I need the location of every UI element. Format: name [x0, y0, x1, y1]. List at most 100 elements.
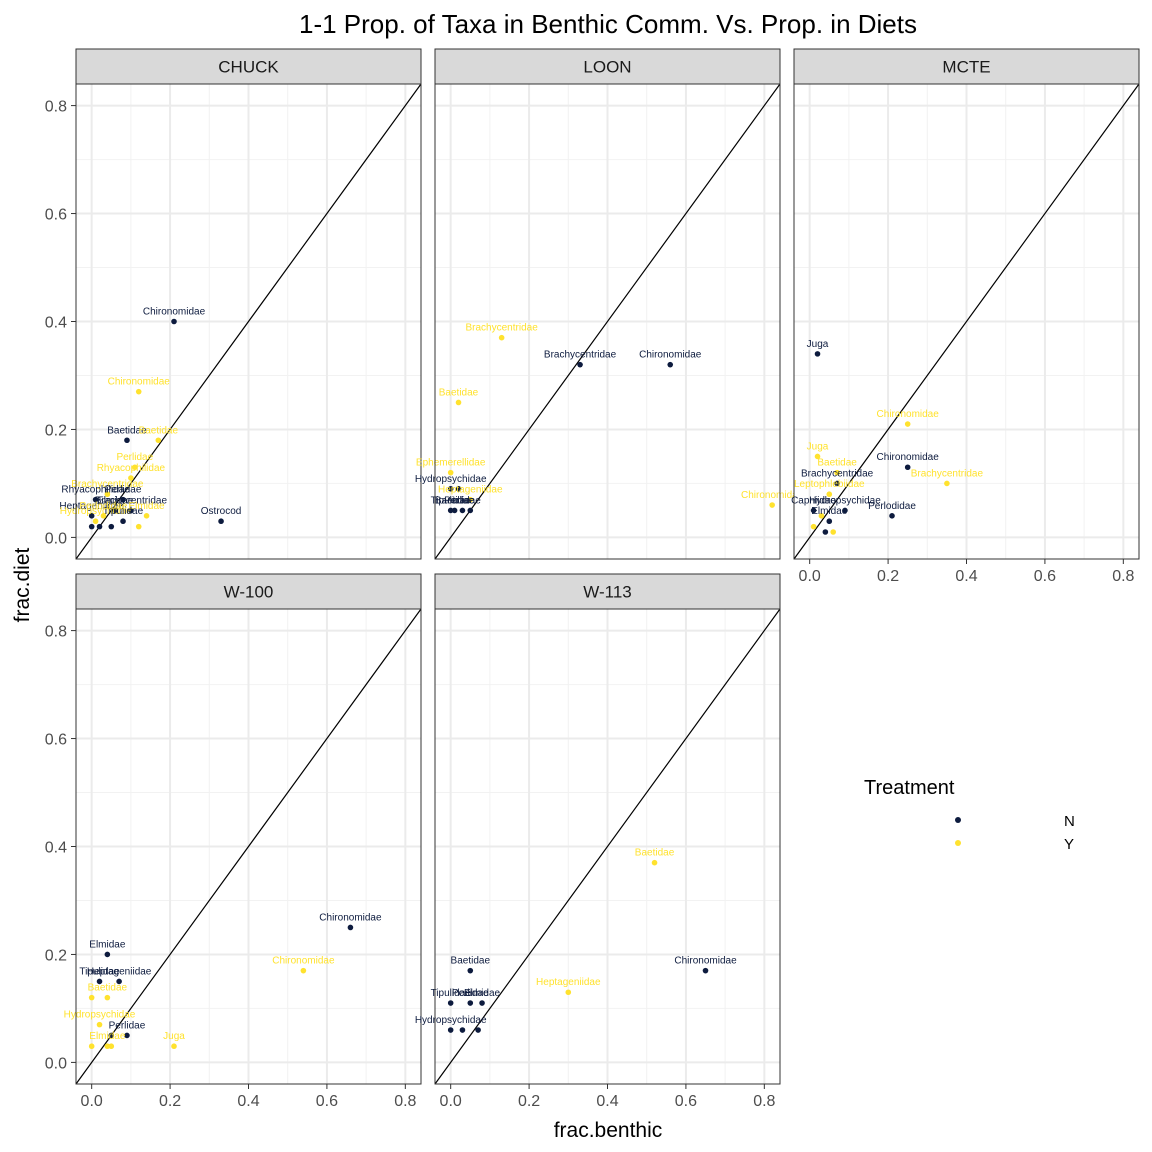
data-point — [459, 507, 466, 514]
data-point — [459, 1027, 466, 1033]
data-point — [810, 523, 817, 530]
data-point — [96, 978, 103, 985]
data-point — [143, 513, 150, 519]
data-point — [124, 437, 130, 444]
point-label: Elmidae — [97, 495, 134, 506]
panel-border — [434, 83, 781, 560]
panel-strip — [75, 48, 422, 85]
data-point — [108, 1043, 115, 1050]
data-point — [565, 989, 572, 996]
point-label: Elmidae — [128, 501, 165, 512]
data-point — [455, 399, 462, 406]
data-point — [467, 496, 474, 503]
data-point — [124, 1032, 130, 1039]
point-label: Baetidae — [451, 956, 491, 967]
point-label: Baetidae — [139, 425, 179, 436]
data-point — [300, 967, 307, 974]
data-point — [577, 361, 583, 368]
legend-label-n: N — [1064, 813, 1075, 830]
y-tick-label: 0.8 — [45, 624, 67, 641]
point-label: Chironomidae — [877, 452, 940, 463]
data-point — [904, 421, 911, 427]
point-label: Leptophlebiidae — [794, 479, 865, 490]
point-label: Chironomidae — [639, 350, 702, 361]
data-point — [814, 351, 821, 357]
y-tick-label: 0.4 — [45, 315, 67, 332]
data-point — [467, 507, 474, 514]
point-label: Perlidae — [116, 452, 153, 463]
data-point — [132, 464, 138, 471]
data-point — [447, 507, 454, 514]
panel-strip-label: W-113 — [583, 583, 632, 602]
y-tick-label: 0.2 — [45, 947, 67, 964]
x-tick-label: 0.4 — [596, 1093, 618, 1110]
point-label: Chironomidae — [319, 912, 382, 923]
data-point — [475, 1027, 481, 1033]
point-label: Baetidae — [635, 848, 675, 859]
point-label: Brachycentridae — [801, 468, 874, 479]
point-label: Baetidae — [435, 495, 475, 506]
legend: Treatment N Y — [864, 777, 1075, 853]
point-label: Hydropsychidae — [809, 495, 881, 506]
data-point — [88, 1043, 95, 1050]
panel-mcte: MCTEJugaChironomidaeChironomidaeBrachyce… — [791, 48, 1140, 585]
data-point — [96, 1021, 103, 1028]
data-point — [834, 480, 840, 487]
x-tick-label: 0.4 — [237, 1093, 259, 1110]
data-point — [218, 518, 224, 525]
y-axis-title: frac.diet — [11, 547, 34, 622]
point-label: Chironomidae — [143, 307, 206, 318]
data-point — [120, 518, 126, 525]
legend-label-y: Y — [1064, 836, 1074, 853]
data-point — [651, 859, 658, 866]
panel-w-113: W-113 Baetidae Chironomidae Baetidae Heptage… — [415, 573, 781, 1110]
data-point — [104, 491, 111, 498]
x-tick-label: 0.8 — [394, 1093, 416, 1110]
chart-title: 1-1 Prop. of Taxa in Benthic Comm. Vs. P… — [299, 9, 917, 39]
data-point — [944, 480, 950, 487]
data-point — [447, 1000, 454, 1006]
x-tick-label: 0.8 — [1112, 568, 1134, 585]
data-point — [826, 491, 833, 498]
data-point — [104, 994, 111, 1001]
data-point — [455, 486, 462, 492]
data-point — [104, 951, 111, 958]
data-point — [889, 513, 895, 519]
one-to-one-line — [75, 83, 422, 560]
point-label: Juga — [807, 339, 829, 350]
x-tick-label: 0.0 — [81, 1093, 103, 1110]
legend-key-y — [955, 840, 961, 846]
x-tick-label: 0.2 — [877, 568, 899, 585]
data-point — [88, 523, 95, 530]
point-label: Tipulidae — [431, 988, 472, 999]
data-point — [447, 1027, 454, 1033]
x-tick-label: 0.4 — [955, 568, 977, 585]
data-point — [92, 496, 99, 503]
point-label: Brachycentridae — [466, 323, 539, 334]
panel-strip — [793, 48, 1140, 85]
data-point — [116, 978, 122, 985]
data-point — [108, 1032, 115, 1039]
panel-strip — [434, 573, 781, 610]
panel-strip-label: LOON — [583, 58, 631, 77]
data-point — [347, 924, 354, 931]
point-label: Chironomidae — [877, 409, 940, 420]
x-tick-label: 0.2 — [518, 1093, 540, 1110]
data-point — [830, 529, 837, 535]
data-point — [702, 967, 709, 974]
panel-chuck: CHUCK Chironomidae Ostrocod Baetidae Chirono… — [45, 48, 422, 560]
point-label: Ephemerellidae — [416, 458, 486, 469]
point-label: Perlodidae — [80, 501, 128, 512]
point-label: Baetidae — [439, 387, 479, 398]
point-label: Chironomidae — [108, 377, 171, 388]
point-label: Brachycentridae — [71, 479, 144, 490]
panel-strip-label: W-100 — [224, 583, 274, 602]
data-point — [479, 1000, 485, 1006]
point-label: Tipulidae — [103, 506, 144, 517]
point-label: Brachycentridae — [544, 350, 617, 361]
point-label: Baetidae — [817, 458, 857, 469]
point-label: Tipulidae — [79, 966, 120, 977]
panel-strip-label: MCTE — [942, 58, 990, 77]
data-point — [842, 507, 848, 514]
panel-loon: LOON Brachycentridae Brachycentridae Chiron… — [415, 48, 804, 560]
